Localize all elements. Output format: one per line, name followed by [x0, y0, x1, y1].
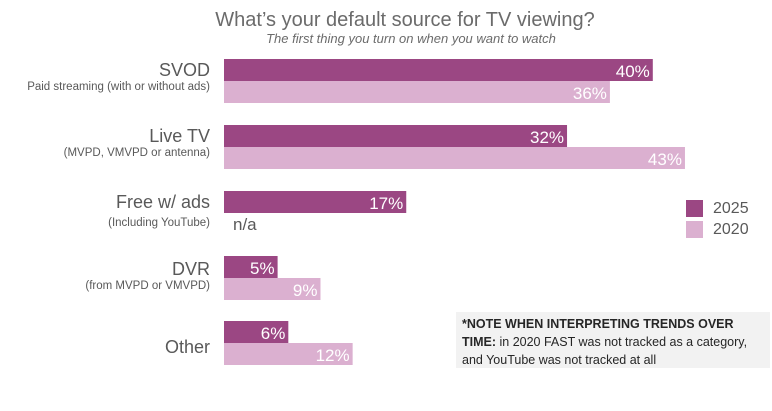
- category-subtitle: (from MVPD or VMVPD): [85, 280, 210, 292]
- bar-2020-1: [224, 147, 685, 169]
- legend-swatch: [686, 221, 703, 238]
- legend-label: 2020: [713, 220, 749, 238]
- category-name: DVR: [171, 259, 210, 279]
- note-box: *NOTE WHEN INTERPRETING TRENDS OVER TIME…: [456, 312, 770, 368]
- legend-label: 2025: [713, 199, 749, 217]
- chart-title: What’s your default source for TV viewin…: [215, 9, 595, 31]
- legend: 2025 2020: [686, 198, 749, 240]
- bar-2025-0: [224, 59, 653, 81]
- data-label: 5%: [250, 259, 275, 278]
- data-label: 17%: [369, 194, 403, 213]
- na-label: n/a: [233, 215, 257, 234]
- category-label-live-tv: Live TV (MVPD, VMVPD or antenna): [64, 126, 210, 160]
- legend-swatch: [686, 200, 703, 217]
- note-heading: *NOTE WHEN INTERPRETING TRENDS OVER TIME…: [462, 317, 734, 349]
- category-name: Other: [164, 337, 210, 357]
- data-label: 32%: [530, 128, 564, 147]
- legend-item-2020: 2020: [686, 219, 749, 240]
- bar-2025-2: [224, 191, 407, 213]
- category-label-free-ads: Free w/ ads (Including YouTube): [108, 192, 210, 230]
- data-label: 12%: [316, 346, 350, 365]
- category-label-dvr: DVR (from MVPD or VMVPD): [85, 259, 210, 293]
- category-label-svod: SVOD Paid streaming (with or without ads…: [27, 60, 210, 94]
- data-label: 40%: [616, 62, 650, 81]
- category-name: Free w/ ads: [115, 192, 210, 212]
- note-text: in 2020 FAST was not tracked as a catego…: [462, 335, 748, 367]
- category-subtitle: (MVPD, VMVPD or antenna): [63, 147, 210, 159]
- category-name: SVOD: [158, 60, 210, 80]
- bar-2020-3: [224, 278, 321, 300]
- bar-2025-3: [224, 256, 278, 278]
- data-label: 36%: [573, 84, 607, 103]
- bar-2020-0: [224, 81, 610, 103]
- category-subtitle: Paid streaming (with or without ads): [27, 81, 210, 93]
- chart-subtitle: The first thing you turn on when you wan…: [266, 31, 556, 46]
- bar-2020-4: [224, 343, 353, 365]
- data-label: 43%: [648, 150, 682, 169]
- data-label: 9%: [293, 281, 318, 300]
- category-name: Live TV: [149, 126, 210, 146]
- data-label: 6%: [261, 324, 286, 343]
- category-label-other: Other: [165, 337, 210, 357]
- bar-2025-4: [224, 321, 289, 343]
- legend-item-2025: 2025: [686, 198, 749, 219]
- bar-2025-1: [224, 125, 568, 147]
- category-subtitle: (Including YouTube): [108, 217, 210, 229]
